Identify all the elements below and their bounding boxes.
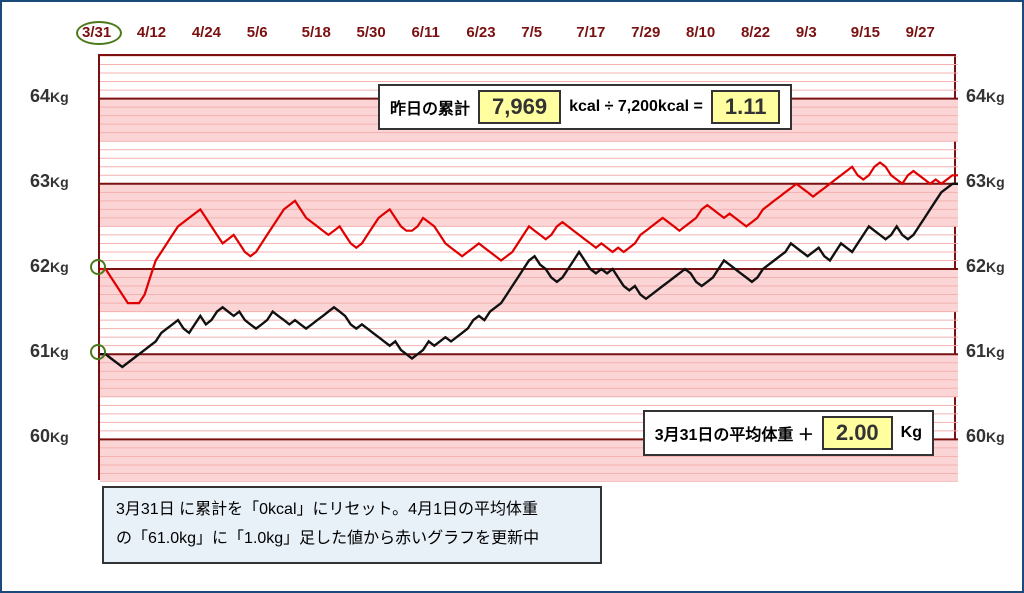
kcal-divisor-label: kcal ÷ 7,200kcal = bbox=[569, 98, 703, 116]
date-label: 9/3 bbox=[796, 24, 817, 41]
y-tick-label: 63Kg bbox=[30, 171, 69, 192]
date-label: 9/27 bbox=[906, 24, 935, 41]
series-start-marker bbox=[90, 259, 106, 275]
note-line1: 3月31日 に累計を「0kcal」にリセット。4月1日の平均体重 bbox=[116, 496, 588, 525]
date-label: 6/11 bbox=[411, 24, 439, 41]
kcal-cumulative-value: 7,969 bbox=[478, 90, 561, 124]
date-axis: 3/314/124/245/65/185/306/116/237/57/177/… bbox=[2, 24, 1022, 48]
date-label: 5/30 bbox=[357, 24, 386, 41]
chart-frame: 3/314/124/245/65/185/306/116/237/57/177/… bbox=[0, 0, 1024, 593]
kcal-ratio-value: 1.11 bbox=[711, 90, 781, 124]
date-label: 8/22 bbox=[741, 24, 770, 41]
weight-diff-label: 3月31日の平均体重 ＋ bbox=[655, 421, 814, 445]
y-tick-label: 62Kg bbox=[966, 256, 1005, 277]
date-label: 7/29 bbox=[631, 24, 660, 41]
weight-diff-value: 2.00 bbox=[822, 416, 893, 450]
date-label: 6/23 bbox=[466, 24, 495, 41]
date-label: 4/24 bbox=[192, 24, 221, 41]
weight-diff-suffix: Kg bbox=[901, 424, 922, 442]
note-box: 3月31日 に累計を「0kcal」にリセット。4月1日の平均体重 の「61.0k… bbox=[102, 486, 602, 564]
date-label: 8/10 bbox=[686, 24, 715, 41]
weight-diff-box: 3月31日の平均体重 ＋ 2.00 Kg bbox=[643, 410, 934, 456]
y-tick-label: 64Kg bbox=[30, 86, 69, 107]
date-label: 7/17 bbox=[576, 24, 605, 41]
note-line2: の「61.0kg」に「1.0kg」足した値から赤いグラフを更新中 bbox=[116, 525, 588, 554]
kcal-label: 昨日の累計 bbox=[390, 95, 470, 119]
y-tick-label: 63Kg bbox=[966, 171, 1005, 192]
date-label: 4/12 bbox=[137, 24, 166, 41]
y-tick-label: 60Kg bbox=[966, 426, 1005, 447]
kcal-info-box: 昨日の累計 7,969 kcal ÷ 7,200kcal = 1.11 bbox=[378, 84, 792, 130]
date-label: 9/15 bbox=[851, 24, 880, 41]
date-label: 7/5 bbox=[521, 24, 542, 41]
y-tick-label: 61Kg bbox=[30, 341, 69, 362]
y-tick-label: 60Kg bbox=[30, 426, 69, 447]
y-tick-label: 61Kg bbox=[966, 341, 1005, 362]
y-tick-label: 64Kg bbox=[966, 86, 1005, 107]
date-label: 5/18 bbox=[302, 24, 331, 41]
y-tick-label: 62Kg bbox=[30, 256, 69, 277]
date-highlight-circle bbox=[76, 21, 122, 45]
date-label: 5/6 bbox=[247, 24, 268, 41]
